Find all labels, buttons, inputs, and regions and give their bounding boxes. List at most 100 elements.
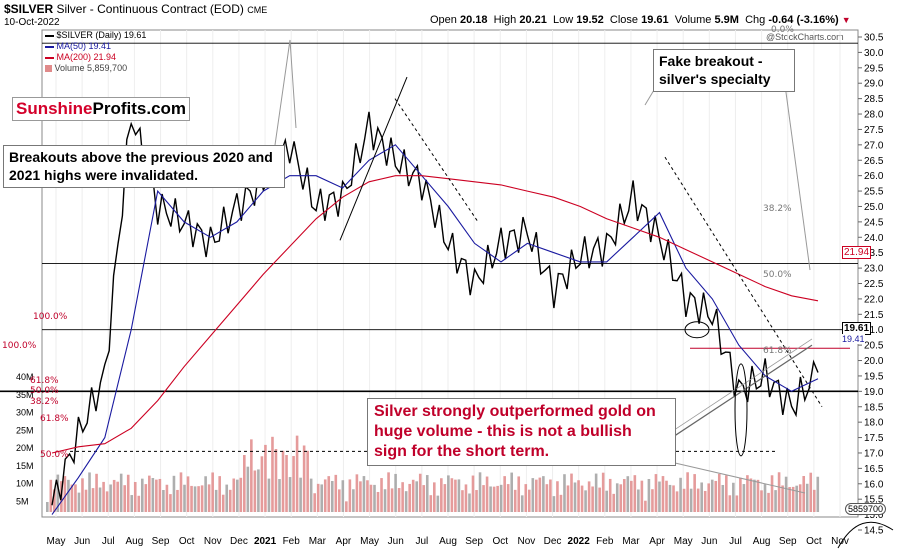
volume-tick-label: 20M [16,443,34,453]
volume-bar [552,496,556,512]
volume-bar [732,482,735,512]
x-tick-label: Jul [729,536,742,547]
x-tick-label: Nov [518,536,536,547]
y-tick-label: 30.0 [864,48,884,59]
volume-bar [812,489,816,512]
volume-bar [53,489,56,512]
y-tick-label: 29.5 [864,63,884,74]
volume-bar [707,483,711,512]
volume-bar [570,473,573,512]
volume-bar [348,479,352,512]
volume-bar [601,472,605,512]
volume-bar [408,483,411,512]
volume-bar [179,472,183,512]
x-tick-label: Oct [492,536,508,547]
y-tick-label: 24.5 [864,217,884,228]
volume-bar [696,488,700,512]
volume-bar [278,479,281,512]
volume-bar [725,475,728,512]
x-tick-label: Jul [415,536,428,547]
volume-bar [418,473,422,512]
volume-bar [809,472,813,512]
volume-bar [485,476,489,512]
volume-bar [756,479,760,512]
volume-bar [489,486,492,512]
logo-part2: Profits.com [92,99,187,118]
fib-label-right-618: 61.8% [763,346,792,356]
chg-triangle-icon: ▼ [841,15,851,25]
y-tick-label: 25.5 [864,187,884,198]
volume-tick-label: 10M [16,479,34,489]
volume-bar [584,490,587,512]
y-tick-label: 30.5 [864,33,884,44]
fib-label-left-618b: 61.8% [40,414,69,424]
volume-bar [218,476,221,512]
volume-bar [580,485,584,512]
volume-bar [433,482,436,512]
volume-bar [250,439,253,512]
y-tick-label: 21.0 [864,325,884,336]
volume-bar [443,484,447,512]
series-line-price [51,111,819,506]
volume-bar [285,455,288,512]
ellipse-marker [684,321,710,339]
y-tick-label: 15.0 [864,510,884,521]
volume-bar [207,484,211,512]
volume-bar [542,476,545,512]
sunshine-profits-logo: SunshineProfits.com [12,97,191,121]
y-tick-label: 17.5 [864,433,884,444]
volume-bar [404,491,408,512]
x-tick-label: Apr [336,536,352,547]
volume-bar [102,481,105,512]
volume-bar [144,484,148,512]
volume-bar [457,479,461,512]
x-tick-label: 2021 [254,536,277,547]
volume-bar [668,484,672,512]
volume-bar [802,476,806,512]
volume-bar [739,477,742,512]
volume-bar [535,479,538,512]
y-tick-label: 18.0 [864,418,884,429]
y-tick-label: 16.0 [864,479,884,490]
volume-bar [369,484,373,512]
volume-bar [675,491,679,512]
symbol: $SILVER [4,2,54,16]
volume-bar [193,486,197,512]
y-tick-label: 21.5 [864,310,884,321]
volume-bar [665,480,668,512]
volume-bar [105,491,109,512]
x-tick-label: Aug [439,536,457,547]
volume-bar [686,472,689,512]
y-tick-label: 24.0 [864,233,884,244]
ma200-tag: 21.94 [842,246,872,259]
ellipse-marker-tall [734,363,748,457]
volume-bar [482,485,485,512]
volume-bar [260,456,264,512]
volume-tag: 5859700 [845,503,887,515]
volume-tick-label: 35M [16,390,34,400]
volume-bar [777,472,781,512]
annotation-pointer-breakouts [274,39,297,146]
volume-bar [264,444,267,512]
x-tick-label: Dec [230,536,248,547]
volume-bar [239,477,243,512]
volume-bar [77,492,81,512]
volume-tick-label: 5M [16,496,29,506]
volume-bar [162,490,165,512]
watermark: @StockCharts.com [766,32,844,42]
volume-bar [232,478,236,512]
volume-bar [440,478,443,512]
volume-bar [397,488,401,512]
volume-bar [169,494,172,512]
volume-bar [710,479,714,512]
y-tick-label: 19.0 [864,387,884,398]
volume-bar [119,473,123,512]
x-tick-label: 2022 [568,536,591,547]
volume-tick-label: 40M [16,372,34,382]
volume-bar [549,479,552,512]
volume-bar [647,479,651,512]
x-tick-label: Mar [622,536,640,547]
volume-bar [116,481,119,512]
volume-tick-label: 30M [16,408,34,418]
rising-support-2 [671,338,813,432]
